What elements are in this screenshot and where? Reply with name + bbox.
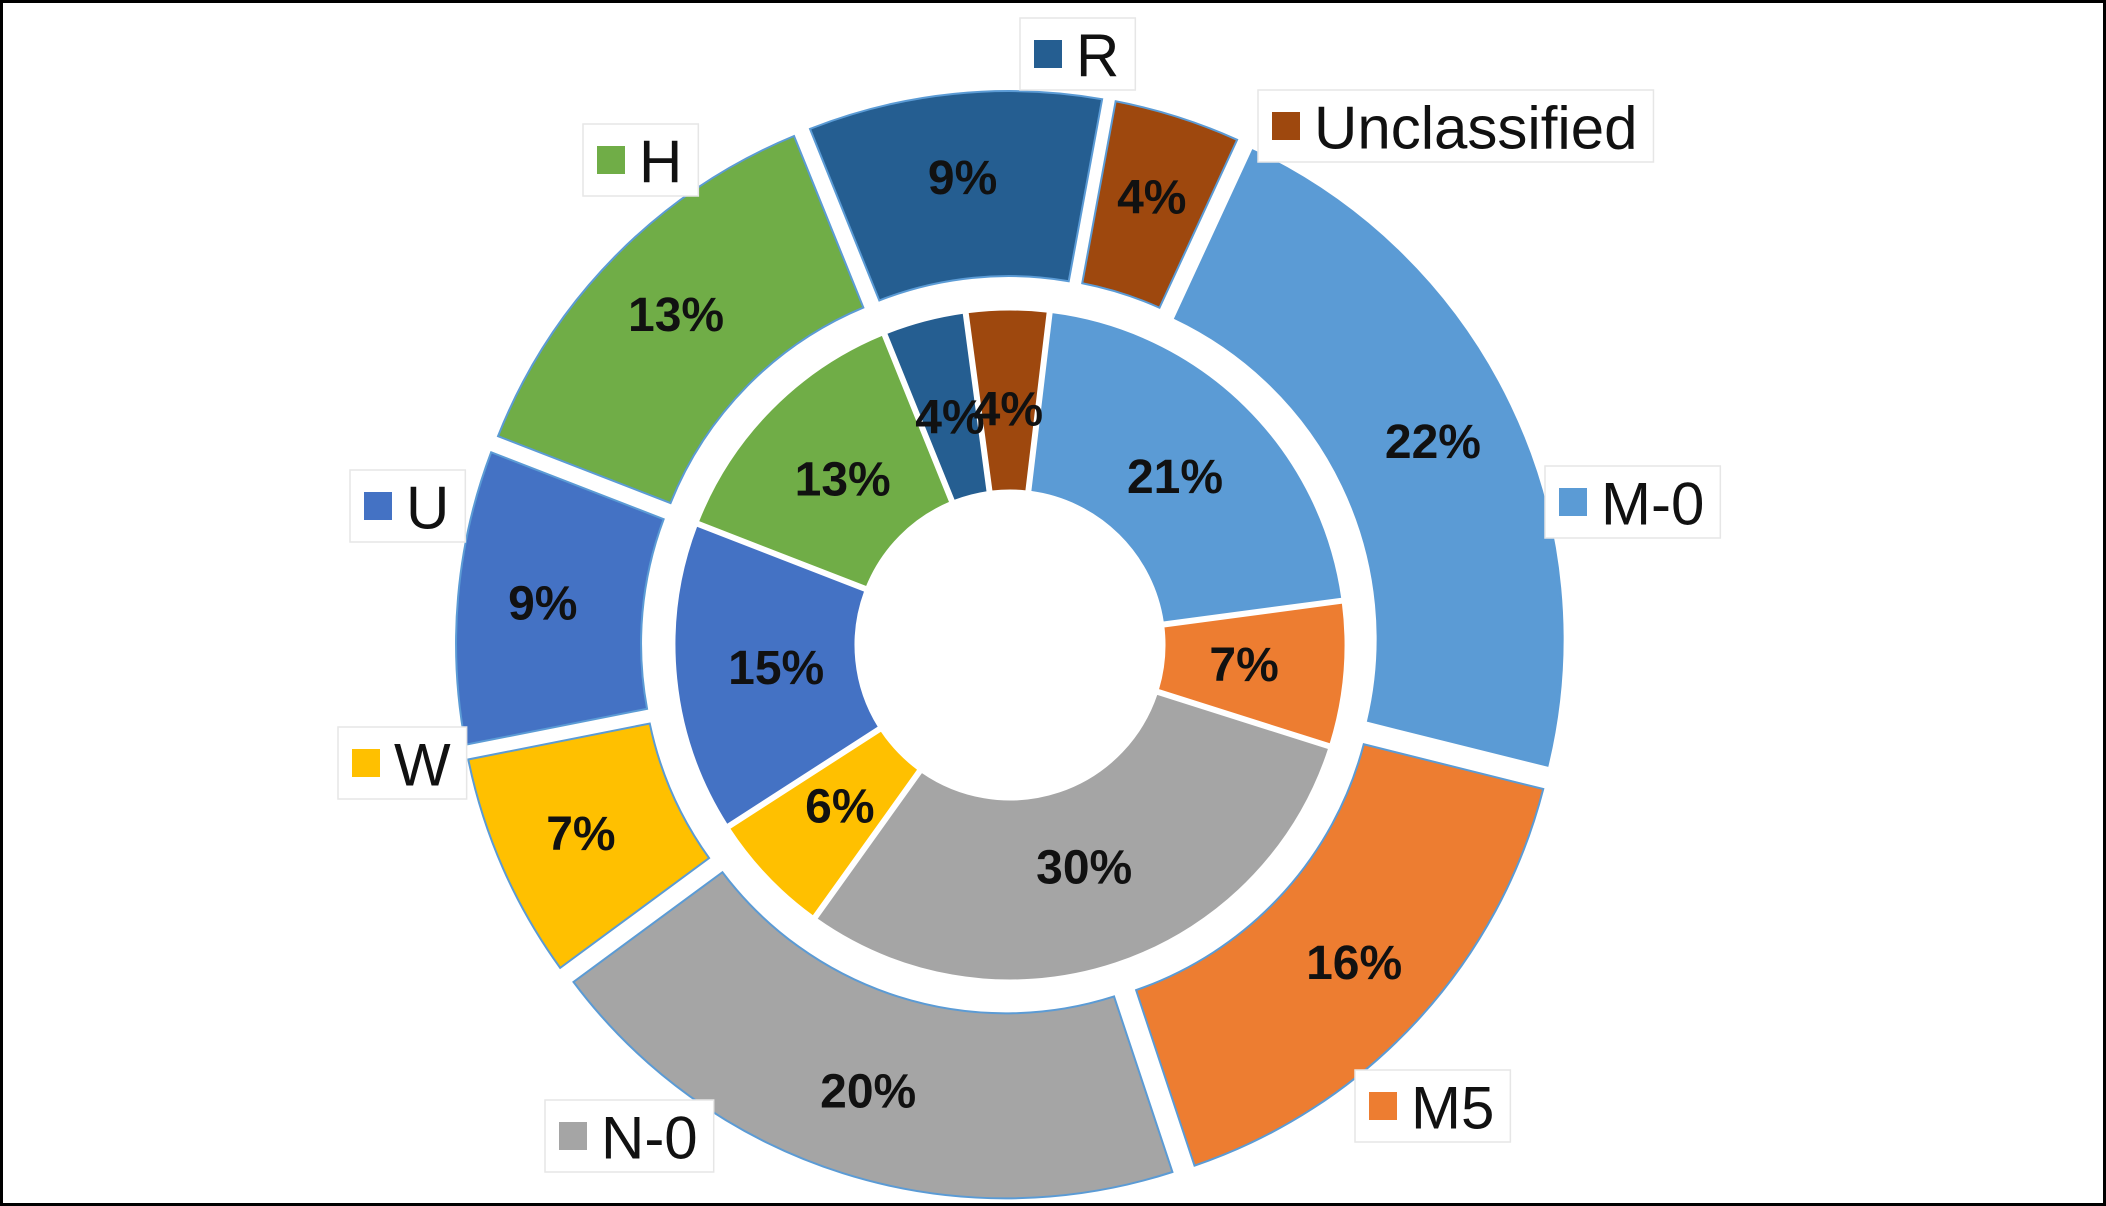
inner-segment-m-0 (1030, 312, 1343, 623)
legend-swatch-m5 (1369, 1092, 1397, 1120)
legend-swatch-h (597, 146, 625, 174)
inner-label-m-0: 21% (1127, 451, 1223, 504)
inner-ring (674, 309, 1346, 981)
outer-label-w: 7% (546, 808, 615, 861)
legend-label-n-0: N-0 (601, 1105, 698, 1172)
outer-segment-u (455, 450, 665, 746)
inner-label-h: 13% (795, 453, 891, 506)
inner-segment-m5 (1157, 602, 1346, 745)
legend-label-w: W (394, 732, 451, 799)
inner-segment-n-0 (816, 693, 1330, 981)
legend-swatch-n-0 (559, 1122, 587, 1150)
inner-label-m5: 7% (1209, 639, 1278, 692)
inner-label-unclassified: 4% (974, 384, 1043, 437)
outer-segment-w (467, 722, 711, 970)
outer-segment-h (496, 134, 865, 505)
inner-segment-h (697, 334, 951, 588)
outer-label-n-0: 20% (820, 1066, 916, 1119)
legend-item-h: H (582, 123, 700, 197)
legend-item-w: W (337, 726, 468, 800)
outer-label-m-0: 22% (1385, 416, 1481, 469)
legend-item-unclassified: Unclassified (1257, 89, 1655, 163)
inner-label-u: 15% (728, 642, 824, 695)
legend-swatch-w (352, 749, 380, 777)
legend: R Unclassified M-0 M5 N-0 W U H (337, 17, 1722, 1173)
outer-label-u: 9% (508, 578, 577, 631)
legend-label-m-0: M-0 (1601, 471, 1704, 538)
legend-label-h: H (639, 129, 682, 196)
outer-ring (455, 90, 1564, 1200)
inner-segment-u (674, 525, 880, 826)
legend-item-m5: M5 (1354, 1069, 1512, 1143)
legend-swatch-unclassified (1272, 112, 1300, 140)
inner-ring-labels: 4%4% 21% 7% 30% 6% 15% 13% (728, 384, 1279, 895)
legend-swatch-u (364, 492, 392, 520)
legend-label-unclassified: Unclassified (1314, 95, 1637, 162)
legend-label-m5: M5 (1411, 1075, 1494, 1142)
inner-segment-unclassified (967, 309, 1048, 492)
outer-label-h: 13% (628, 289, 724, 342)
legend-label-r: R (1076, 23, 1119, 90)
outer-segment-m-0 (1173, 149, 1564, 767)
legend-label-u: U (406, 475, 449, 542)
inner-label-n-0: 30% (1036, 841, 1132, 894)
legend-item-u: U (349, 469, 467, 543)
outer-label-m5: 16% (1306, 937, 1402, 990)
outer-label-unclassified: 4% (1117, 171, 1186, 224)
legend-swatch-r (1034, 40, 1062, 68)
outer-label-r: 9% (928, 152, 997, 205)
outer-segment-m5 (1134, 743, 1545, 1167)
legend-item-m-0: M-0 (1544, 465, 1722, 539)
outer-segment-unclassified (1081, 100, 1239, 310)
legend-item-n-0: N-0 (544, 1099, 715, 1173)
inner-segment-r (886, 312, 988, 502)
inner-label-r: 4% (915, 391, 984, 444)
inner-label-w: 6% (805, 781, 874, 834)
inner-segment-w (729, 730, 919, 917)
outer-segment-n-0 (572, 870, 1174, 1200)
outer-segment-r (808, 90, 1104, 302)
legend-swatch-m-0 (1559, 488, 1587, 516)
legend-item-r: R (1019, 17, 1137, 91)
outer-ring-labels: 9% 4% 22% 16% 20% 7% 9% 13% (508, 152, 1481, 1119)
